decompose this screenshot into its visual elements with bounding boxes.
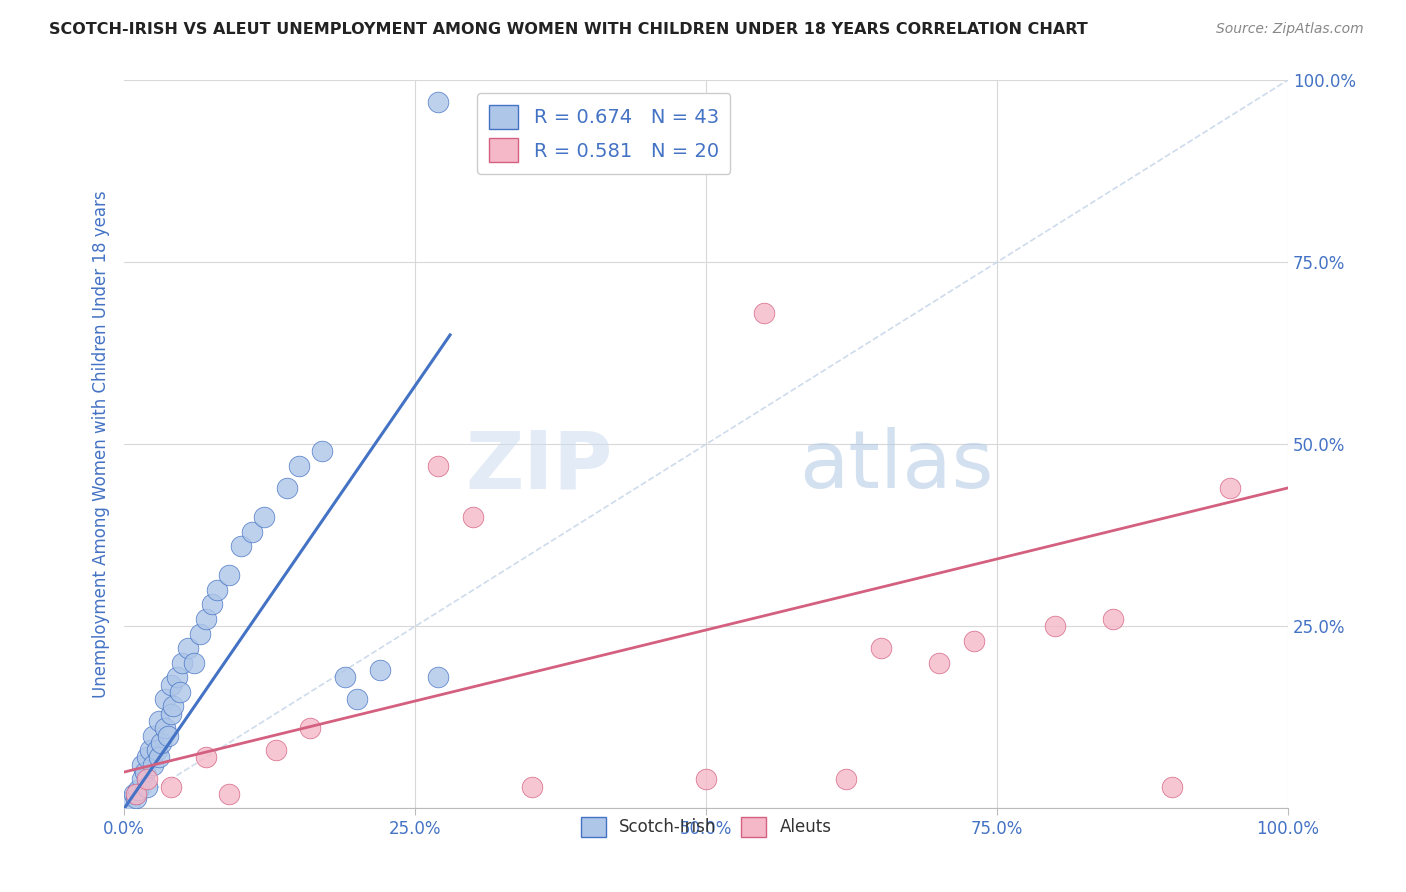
Point [427, 670, 450, 684]
Point [159, 677, 181, 691]
Point [218, 568, 240, 582]
Point [276, 481, 298, 495]
Point [200, 598, 222, 612]
Point [131, 772, 153, 787]
Point [188, 626, 211, 640]
Point [127, 783, 149, 797]
Point [695, 772, 717, 787]
Point [869, 641, 891, 656]
Point [1045, 619, 1067, 633]
Point [159, 780, 181, 794]
Text: SCOTCH-IRISH VS ALEUT UNEMPLOYMENT AMONG WOMEN WITH CHILDREN UNDER 18 YEARS CORR: SCOTCH-IRISH VS ALEUT UNEMPLOYMENT AMONG… [49, 22, 1088, 37]
Point [229, 539, 252, 553]
Point [253, 510, 276, 524]
Point [142, 757, 165, 772]
Point [162, 699, 184, 714]
Text: ZIP: ZIP [465, 427, 613, 505]
Point [153, 721, 176, 735]
Point [148, 714, 170, 728]
Point [427, 95, 450, 109]
Point [118, 794, 141, 808]
Point [150, 736, 173, 750]
Point [754, 306, 776, 320]
Text: atlas: atlas [799, 427, 994, 505]
Point [963, 633, 986, 648]
Point [207, 582, 229, 597]
Point [368, 663, 391, 677]
Point [240, 524, 263, 539]
Point [125, 790, 148, 805]
Point [148, 750, 170, 764]
Point [928, 656, 950, 670]
Text: Source: ZipAtlas.com: Source: ZipAtlas.com [1216, 22, 1364, 37]
Point [169, 685, 191, 699]
Point [194, 750, 217, 764]
Point [131, 757, 153, 772]
Point [142, 729, 165, 743]
Point [335, 670, 357, 684]
Point [311, 444, 333, 458]
Point [172, 656, 194, 670]
Point [166, 670, 188, 684]
Point [520, 780, 543, 794]
Point [157, 729, 180, 743]
Y-axis label: Unemployment Among Women with Children Under 18 years: Unemployment Among Women with Children U… [93, 190, 110, 698]
Point [463, 510, 485, 524]
Legend: Scotch-Irish, Aleuts: Scotch-Irish, Aleuts [574, 810, 838, 844]
Point [194, 612, 217, 626]
Point [159, 706, 181, 721]
Point [835, 772, 858, 787]
Point [134, 764, 156, 779]
Point [288, 458, 311, 473]
Point [1160, 780, 1182, 794]
Point [136, 780, 159, 794]
Point [264, 743, 287, 757]
Point [136, 750, 159, 764]
Point [299, 721, 322, 735]
Point [125, 787, 148, 801]
Point [346, 692, 368, 706]
Point [139, 743, 162, 757]
Point [183, 656, 205, 670]
Point [136, 772, 159, 787]
Point [146, 743, 169, 757]
Point [218, 787, 240, 801]
Point [427, 458, 450, 473]
Point [177, 641, 200, 656]
Point [1102, 612, 1125, 626]
Point [122, 787, 145, 801]
Point [153, 692, 176, 706]
Point [1219, 481, 1241, 495]
